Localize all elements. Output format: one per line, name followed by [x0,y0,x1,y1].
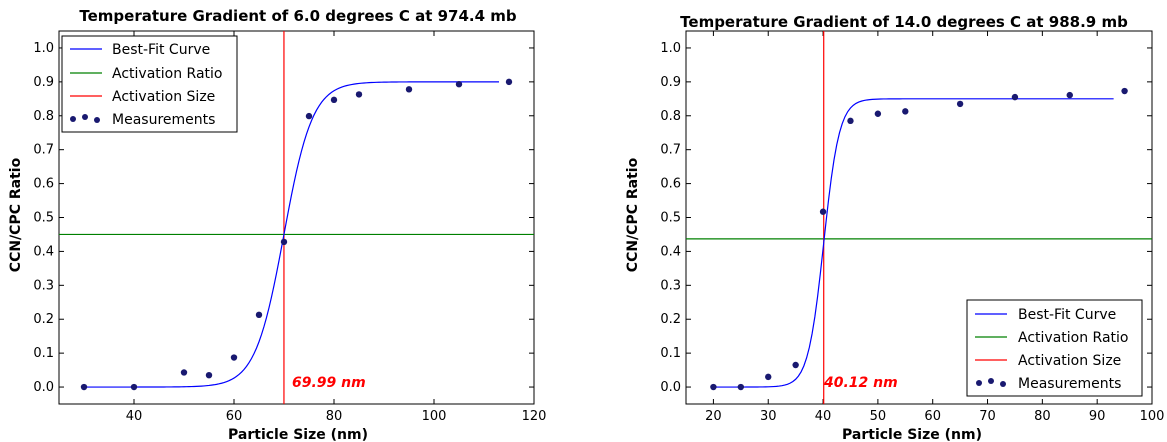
x-tick-label: 90 [1089,409,1106,424]
activation-size-annotation: 69.99 nm [292,375,366,391]
measurement-point [255,311,263,319]
y-tick-label: 0.7 [33,143,54,158]
y-tick-label: 0.5 [660,211,681,226]
y-tick-label: 0.8 [33,109,54,124]
measurement-point [792,361,799,369]
x-tick-label: 120 [522,409,547,424]
chart-title: Temperature Gradient of 6.0 degrees C at… [79,7,517,25]
legend-label-best-fit: Best-Fit Curve [1018,307,1116,323]
y-tick-label: 0.7 [660,143,681,158]
measurement-point [1121,87,1128,95]
measurement-point [710,383,717,391]
measurement-point [1011,93,1019,101]
legend-swatch-measurement-dot [988,378,994,384]
y-tick-label: 0.1 [660,346,681,361]
legend: Best-Fit Curve Activation Ratio Activati… [61,35,238,133]
measurement-point [205,371,213,379]
measurement-point [330,96,338,104]
legend-swatch-measurement-dot [70,116,76,122]
x-tick-label: 70 [979,409,996,424]
chart-title: Temperature Gradient of 14.0 degrees C a… [680,13,1128,31]
legend-label-measurements: Measurements [112,112,215,128]
x-tick-label: 20 [705,409,722,424]
measurement-point [874,110,882,117]
best-fit-curve [84,81,499,388]
x-axis-label: Particle Size (nm) [228,427,368,442]
measurement-point [80,383,88,391]
y-tick-label: 0.8 [660,109,681,124]
y-tick-label: 0.4 [660,244,681,259]
legend-frame [966,299,1143,397]
y-tick-label: 0.0 [660,380,681,395]
x-tick-label: 30 [760,409,777,424]
legend-label-activation-size: Activation Size [112,89,215,105]
y-tick-label: 0.1 [33,346,54,361]
chart-right: Temperature Gradient of 14.0 degrees C a… [625,13,1164,442]
measurement-point [130,383,138,391]
plot-area: 0.0 0.1 0.2 0.3 0.4 0.5 0.6 0.7 0.8 0.9 1.0 40 60 80 1… [33,30,547,424]
x-tick-label: 40 [126,409,143,424]
measurement-point [847,117,854,125]
legend-frame [61,35,238,133]
measurement-point [180,369,188,376]
measurement-point [305,112,313,120]
x-tick-label: 80 [326,409,343,424]
y-tick-label: 1.0 [33,41,54,56]
measurement-point [355,91,363,98]
y-tick-label: 0.6 [660,177,681,192]
legend-swatch-measurement-dot [1000,381,1006,387]
y-tick-label: 0.2 [660,312,681,327]
legend-swatch-measurement-dot [976,380,982,386]
measurement-point [230,354,238,361]
y-tick-label: 0.5 [33,211,54,226]
x-tick-label: 100 [422,409,447,424]
measurement-point [505,78,513,86]
legend-label-activation-ratio: Activation Ratio [112,66,222,82]
measurement-point [765,373,772,381]
measurement-point [405,86,413,93]
y-axis-label: CCN/CPC Ratio [8,157,24,272]
measurement-point [902,108,909,115]
legend-label-activation-size: Activation Size [1018,353,1121,369]
plot-area: 0.0 0.1 0.2 0.3 0.4 0.5 0.6 0.7 0.8 0.9 1.0 20 30 40 5… [660,30,1165,424]
y-tick-label: 0.0 [33,380,54,395]
x-tick-label: 80 [1034,409,1051,424]
measurement-point [455,81,463,88]
y-tick-label: 0.3 [33,278,54,293]
legend: Best-Fit Curve Activation Ratio Activati… [966,299,1143,397]
legend-swatch-measurement-dot [82,114,88,120]
y-tick-label: 0.3 [660,278,681,293]
measurement-point [737,383,745,391]
x-axis-label: Particle Size (nm) [842,427,982,442]
measurement-point [280,238,288,246]
chart-left: Temperature Gradient of 6.0 degrees C at… [8,7,546,442]
measurement-point [1066,91,1073,99]
y-tick-label: 0.9 [33,75,54,90]
measurement-point [956,100,964,108]
y-tick-label: 0.9 [660,75,681,90]
x-tick-label: 40 [815,409,832,424]
y-axis-label: CCN/CPC Ratio [625,157,641,272]
y-tick-label: 0.6 [33,177,54,192]
legend-label-measurements: Measurements [1018,376,1121,392]
y-tick-label: 1.0 [660,41,681,56]
x-tick-label: 50 [870,409,887,424]
best-fit-curve [713,98,1114,388]
legend-label-best-fit: Best-Fit Curve [112,42,210,58]
x-tick-label: 100 [1140,409,1165,424]
legend-label-activation-ratio: Activation Ratio [1018,330,1128,346]
x-tick-label: 60 [226,409,243,424]
y-tick-label: 0.4 [33,244,54,259]
y-tick-label: 0.2 [33,312,54,327]
x-tick-label: 60 [924,409,941,424]
measurement-point [819,208,827,215]
activation-size-annotation: 40.12 nm [823,375,898,391]
legend-swatch-measurement-dot [94,117,100,123]
